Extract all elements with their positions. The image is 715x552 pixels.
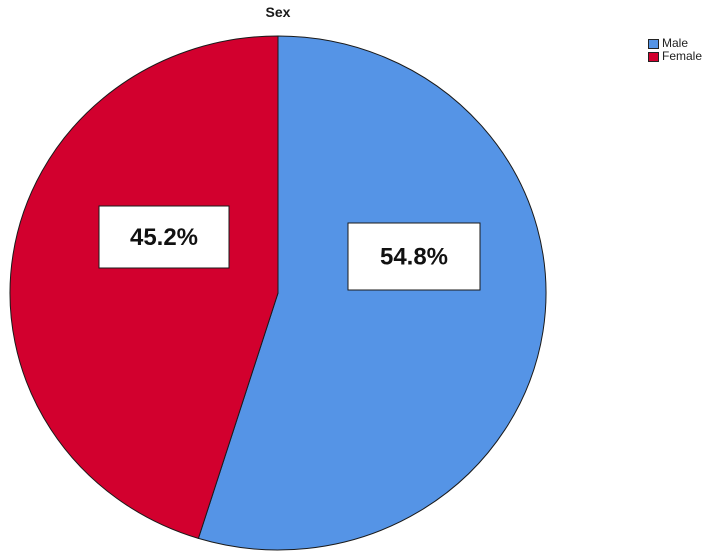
legend-label-male: Male [662,36,689,50]
chart-title: Sex [265,4,291,20]
pie-slice-male [197,35,547,551]
slice-label-box-male: 54.8% [347,222,481,291]
legend-swatch-male [648,38,659,49]
slice-label-male: 54.8% [380,244,448,271]
slice-label-box-female: 45.2% [98,205,230,269]
slice-label-female: 45.2% [130,224,198,251]
legend-item-female: Female [648,50,702,63]
legend-item-male: Male [648,37,702,50]
pie-slice-female [9,35,279,540]
legend-label-female: Female [662,49,703,63]
legend: Male Female [648,37,702,63]
legend-swatch-female [648,51,659,62]
